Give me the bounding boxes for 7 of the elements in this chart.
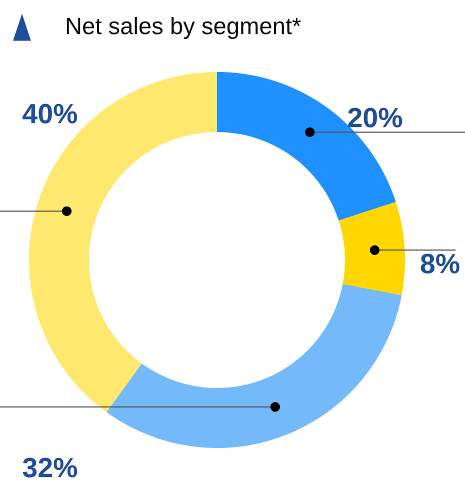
data-label: 32%	[22, 458, 78, 478]
data-label: 40%	[22, 104, 78, 124]
chart-title: Net sales by segment*	[66, 16, 301, 40]
donut-slice	[106, 284, 402, 448]
data-label: 20%	[348, 108, 402, 128]
donut-slice	[338, 202, 405, 296]
data-label: 8%	[420, 254, 460, 274]
